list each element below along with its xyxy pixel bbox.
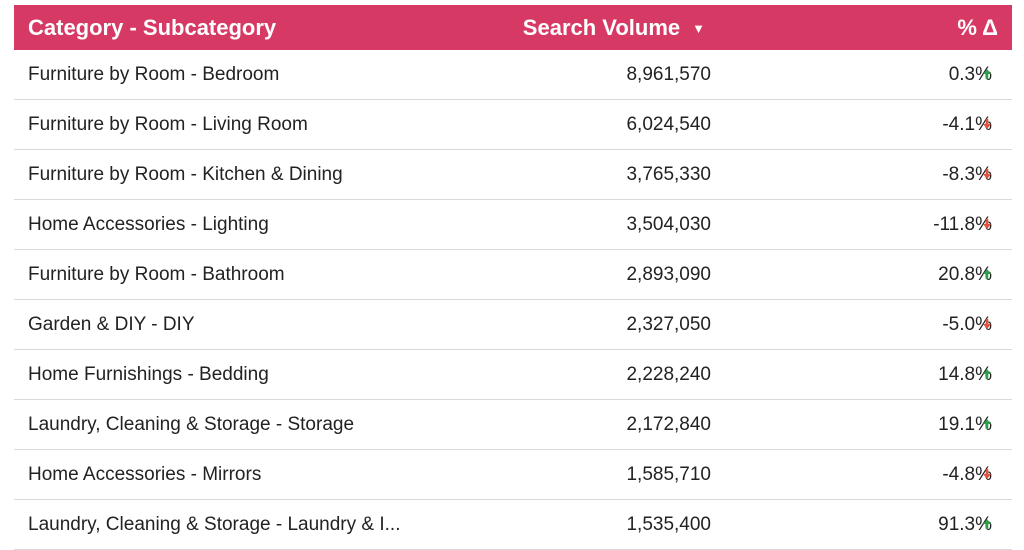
search-volume-cell: 2,228,240 bbox=[626, 364, 711, 385]
category-cell: Garden & DIY - DIY bbox=[28, 314, 195, 335]
arrow-up-icon bbox=[983, 269, 991, 279]
table-row[interactable]: Furniture by Room - Kitchen & Dining 3,76… bbox=[14, 150, 1012, 200]
column-header-percent-change[interactable]: % Δ bbox=[957, 15, 998, 40]
search-volume-cell: 2,893,090 bbox=[626, 264, 711, 285]
search-volume-cell: 1,535,400 bbox=[626, 514, 711, 535]
arrow-down-icon bbox=[983, 119, 991, 129]
category-cell: Laundry, Cleaning & Storage - Storage bbox=[28, 414, 355, 435]
table-row[interactable]: Laundry, Cleaning & Storage - Laundry & … bbox=[14, 500, 1012, 550]
category-cell: Home Accessories - Mirrors bbox=[28, 464, 262, 485]
category-cell: Furniture by Room - Kitchen & Dining bbox=[28, 164, 343, 185]
search-volume-cell: 3,765,330 bbox=[626, 164, 711, 185]
category-cell: Furniture by Room - Bathroom bbox=[28, 264, 285, 285]
arrow-up-icon bbox=[983, 369, 991, 379]
search-volume-cell: 8,961,570 bbox=[626, 64, 711, 85]
percent-change-cell: 19.1% bbox=[938, 414, 992, 435]
table-row[interactable]: Furniture by Room - Bathroom 2,893,090 20.… bbox=[14, 250, 1012, 300]
search-volume-cell: 2,172,840 bbox=[626, 414, 711, 435]
search-volume-cell: 6,024,540 bbox=[626, 114, 711, 135]
search-volume-cell: 2,327,050 bbox=[626, 314, 711, 335]
category-cell: Home Accessories - Lighting bbox=[28, 214, 269, 235]
table-row[interactable]: Furniture by Room - Living Room 6,024,540… bbox=[14, 100, 1012, 150]
arrow-up-icon bbox=[983, 419, 991, 429]
column-header-search-volume[interactable]: Search Volume ▼ bbox=[523, 5, 705, 50]
table-row[interactable]: Home Accessories - Lighting 3,504,030 -11.… bbox=[14, 200, 1012, 250]
arrow-down-icon bbox=[983, 469, 991, 479]
percent-change-cell: -8.3% bbox=[942, 164, 992, 185]
search-volume-table: Category - Subcategory Search Volume ▼ % … bbox=[14, 5, 1012, 550]
arrow-down-icon bbox=[983, 219, 991, 229]
percent-change-cell: -5.0% bbox=[942, 314, 992, 335]
sort-descending-icon[interactable]: ▼ bbox=[692, 21, 705, 36]
category-cell: Laundry, Cleaning & Storage - Laundry & … bbox=[28, 514, 401, 535]
percent-change-cell: 91.3% bbox=[938, 514, 992, 535]
table-body: Furniture by Room - Bedroom 8,961,570 0.3%… bbox=[14, 50, 1012, 550]
arrow-up-icon bbox=[983, 69, 991, 79]
search-volume-cell: 3,504,030 bbox=[626, 214, 711, 235]
percent-change-cell: 20.8% bbox=[938, 264, 992, 285]
percent-change-cell: -4.1% bbox=[942, 114, 992, 135]
arrow-down-icon bbox=[983, 319, 991, 329]
table-row[interactable]: Garden & DIY - DIY 2,327,050 -5.0% bbox=[14, 300, 1012, 350]
arrow-up-icon bbox=[983, 519, 991, 529]
column-header-category[interactable]: Category - Subcategory bbox=[28, 15, 277, 40]
percent-change-cell: 14.8% bbox=[938, 364, 992, 385]
category-cell: Furniture by Room - Bedroom bbox=[28, 64, 280, 85]
table-header: Category - Subcategory Search Volume ▼ % … bbox=[14, 5, 1012, 50]
table-row[interactable]: Furniture by Room - Bedroom 8,961,570 0.3% bbox=[14, 50, 1012, 100]
percent-change-cell: 0.3% bbox=[948, 64, 992, 85]
percent-change-cell: -11.8% bbox=[933, 214, 992, 235]
arrow-down-icon bbox=[983, 169, 991, 179]
percent-change-cell: -4.8% bbox=[942, 464, 992, 485]
column-header-search-volume-label: Search Volume bbox=[522, 15, 681, 40]
table-row[interactable]: Laundry, Cleaning & Storage - Storage 2,1… bbox=[14, 400, 1012, 450]
category-cell: Furniture by Room - Living Room bbox=[28, 114, 308, 135]
category-cell: Home Furnishings - Bedding bbox=[28, 364, 269, 385]
search-volume-cell: 1,585,710 bbox=[626, 464, 711, 485]
table-row[interactable]: Home Furnishings - Bedding 2,228,240 14.8% bbox=[14, 350, 1012, 400]
table-row[interactable]: Home Accessories - Mirrors 1,585,710 -4.8% bbox=[14, 450, 1012, 500]
